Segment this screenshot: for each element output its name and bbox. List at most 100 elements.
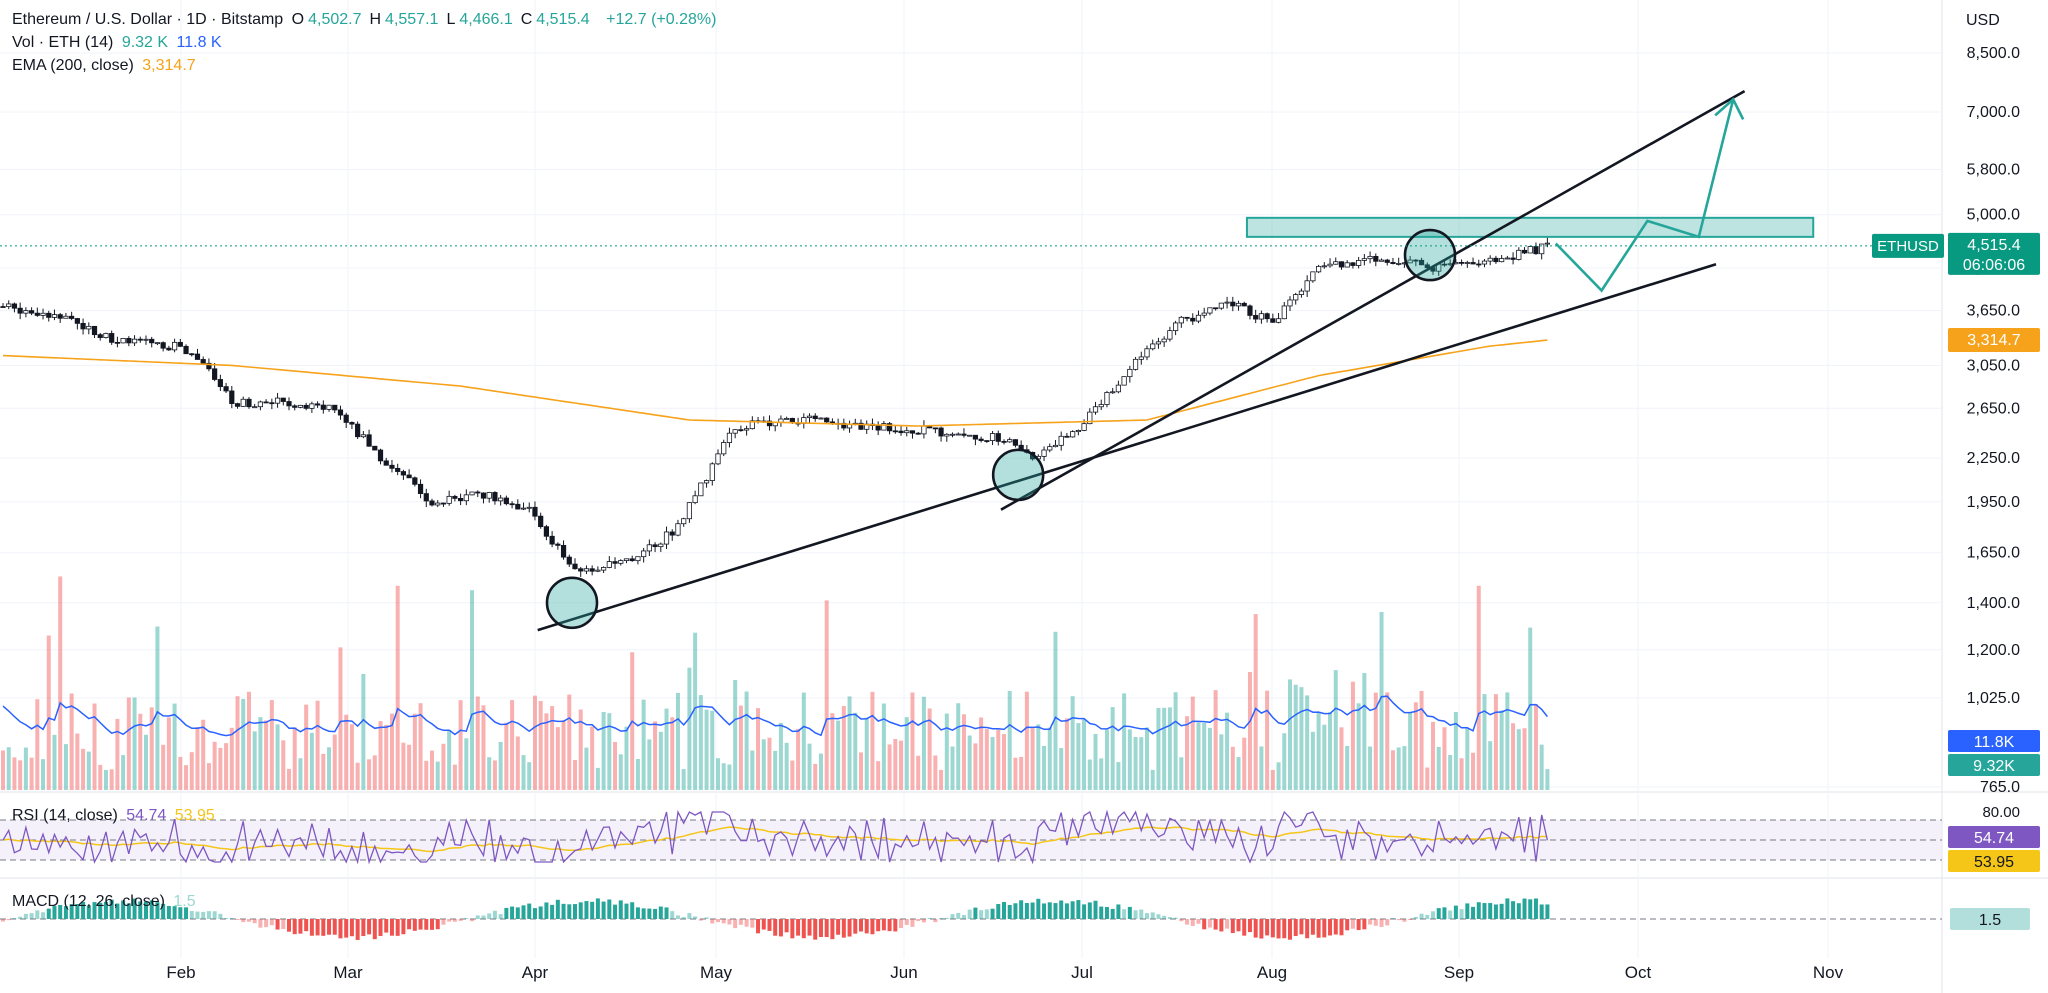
candle-body bbox=[1092, 406, 1099, 413]
macd-bar bbox=[372, 919, 377, 940]
candle-body bbox=[400, 471, 407, 476]
macd-bar bbox=[418, 919, 423, 930]
macd-bar bbox=[933, 919, 938, 923]
volume-bar bbox=[224, 743, 229, 790]
candle-body bbox=[452, 495, 458, 499]
volume-bar bbox=[418, 703, 423, 790]
macd-bar bbox=[973, 907, 978, 919]
macd-bar bbox=[1328, 919, 1333, 936]
volume-bar bbox=[979, 717, 984, 790]
macd-bar bbox=[584, 901, 589, 919]
macd-bar bbox=[338, 919, 343, 939]
candle-body bbox=[183, 345, 189, 355]
candle-body bbox=[412, 477, 418, 485]
volume-bar bbox=[670, 717, 675, 790]
y-tick-label: 1,025.0 bbox=[1967, 690, 2020, 707]
candle-body bbox=[80, 322, 86, 330]
candle-body bbox=[892, 430, 898, 433]
volume-bar bbox=[212, 741, 217, 790]
volume-bar bbox=[590, 726, 595, 790]
rsi-ma-line bbox=[2, 826, 1548, 853]
macd-bar bbox=[1133, 910, 1138, 919]
ohlc-c: C 4,515.4 bbox=[520, 11, 590, 28]
volume-bar bbox=[847, 696, 852, 790]
x-tick-label: Aug bbox=[1257, 963, 1287, 982]
macd-bar bbox=[538, 906, 543, 919]
macd-bar bbox=[1030, 902, 1035, 919]
macd-bar bbox=[647, 908, 652, 919]
y-tick-label: 1,400.0 bbox=[1967, 595, 2020, 612]
candle-body bbox=[383, 460, 389, 466]
volume-bar bbox=[727, 764, 732, 790]
y-tick-label: 5,800.0 bbox=[1967, 162, 2020, 179]
candle-body bbox=[555, 543, 561, 546]
candle-body bbox=[784, 417, 790, 420]
volume-bar bbox=[687, 667, 692, 790]
macd-bar bbox=[1368, 919, 1373, 925]
volume-bar bbox=[1373, 692, 1378, 790]
macd-bar bbox=[904, 919, 909, 925]
volume-bar bbox=[1339, 727, 1344, 790]
candle-body bbox=[1058, 435, 1064, 446]
candle-body bbox=[635, 556, 641, 562]
candle-body bbox=[1533, 246, 1539, 255]
macd-bar bbox=[727, 919, 732, 925]
candle-body bbox=[572, 563, 578, 570]
macd-bar bbox=[103, 901, 108, 919]
volume-bar bbox=[126, 697, 131, 790]
currency-label[interactable]: USD bbox=[1966, 12, 2000, 29]
candle-body bbox=[1052, 444, 1059, 448]
volume-bar bbox=[206, 763, 211, 790]
candle-body bbox=[1333, 261, 1339, 265]
candle-body bbox=[618, 560, 624, 564]
macd-bar bbox=[292, 919, 297, 935]
volume-bar bbox=[1522, 728, 1527, 790]
candle-body bbox=[1321, 265, 1327, 268]
macd-bar bbox=[961, 915, 966, 919]
volume-bar bbox=[315, 700, 320, 790]
volume-bar bbox=[81, 748, 86, 790]
macd-bar bbox=[1242, 919, 1247, 936]
volume-bar bbox=[550, 706, 555, 790]
candle-body bbox=[280, 397, 286, 402]
macd-bar bbox=[859, 919, 863, 932]
candle-body bbox=[1459, 261, 1465, 264]
candle-body bbox=[1407, 259, 1413, 264]
rsi-label: RSI (14, close) bbox=[12, 807, 118, 824]
macd-bar bbox=[298, 919, 303, 934]
macd-bar bbox=[327, 919, 332, 935]
macd-bar bbox=[1488, 903, 1493, 919]
candle-body bbox=[189, 353, 195, 356]
volume-bar bbox=[1259, 746, 1264, 790]
macd-bar bbox=[950, 914, 955, 919]
volume-bar bbox=[407, 744, 412, 790]
macd-bar bbox=[172, 906, 177, 919]
macd-bar bbox=[1471, 906, 1476, 919]
volume-bar bbox=[1539, 744, 1544, 790]
candle-body bbox=[1521, 249, 1528, 254]
volume-bar bbox=[830, 713, 835, 790]
volume-bar bbox=[693, 632, 698, 790]
macd-bar bbox=[670, 911, 675, 919]
macd-bar bbox=[6, 919, 11, 921]
candle-body bbox=[194, 353, 201, 360]
trendline bbox=[537, 263, 1717, 632]
macd-bar bbox=[447, 919, 452, 922]
candle-body bbox=[812, 415, 818, 419]
macd-bar bbox=[893, 919, 898, 932]
candle-body bbox=[40, 312, 46, 316]
candle-body bbox=[6, 303, 12, 308]
candle-body bbox=[726, 432, 733, 443]
candle-body bbox=[978, 438, 984, 441]
volume-bar bbox=[1059, 748, 1064, 790]
candle-body bbox=[721, 442, 727, 455]
candle-body bbox=[658, 543, 664, 548]
macd-bar bbox=[1253, 919, 1258, 938]
macd-bar bbox=[201, 911, 206, 919]
volume-bar bbox=[252, 731, 257, 790]
volume-bar bbox=[538, 701, 543, 790]
macd-bar bbox=[870, 919, 875, 935]
candle-body bbox=[223, 386, 229, 392]
candle-body bbox=[1253, 315, 1259, 320]
